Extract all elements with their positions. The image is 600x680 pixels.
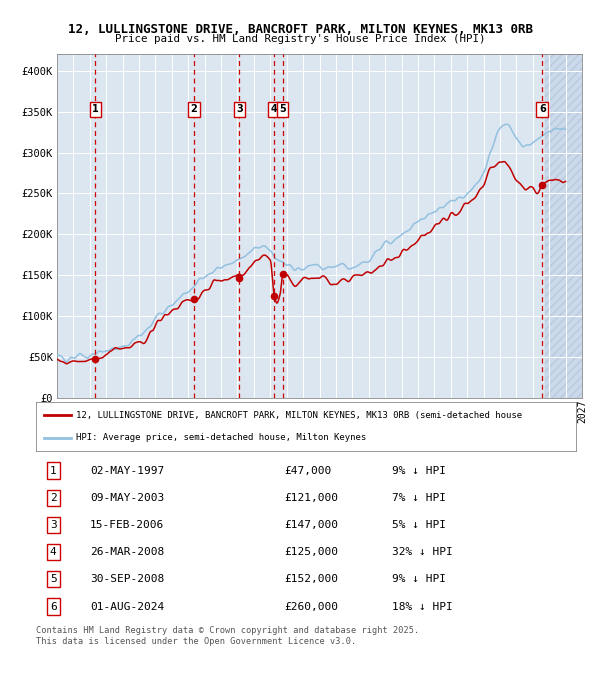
- Text: 5: 5: [50, 575, 56, 584]
- Text: 18% ↓ HPI: 18% ↓ HPI: [392, 602, 453, 611]
- Text: 01-AUG-2024: 01-AUG-2024: [90, 602, 164, 611]
- Text: £47,000: £47,000: [284, 466, 332, 475]
- Text: 09-MAY-2003: 09-MAY-2003: [90, 493, 164, 503]
- Text: Contains HM Land Registry data © Crown copyright and database right 2025.: Contains HM Land Registry data © Crown c…: [36, 626, 419, 634]
- Text: 32% ↓ HPI: 32% ↓ HPI: [392, 547, 453, 557]
- Text: 26-MAR-2008: 26-MAR-2008: [90, 547, 164, 557]
- Bar: [545, 54, 585, 398]
- Text: HPI: Average price, semi-detached house, Milton Keynes: HPI: Average price, semi-detached house,…: [77, 433, 367, 442]
- Text: 1: 1: [92, 104, 99, 114]
- Text: £260,000: £260,000: [284, 602, 338, 611]
- Text: Price paid vs. HM Land Registry's House Price Index (HPI): Price paid vs. HM Land Registry's House …: [115, 34, 485, 44]
- Text: 02-MAY-1997: 02-MAY-1997: [90, 466, 164, 475]
- Text: 6: 6: [50, 602, 56, 611]
- Text: 9% ↓ HPI: 9% ↓ HPI: [392, 466, 446, 475]
- Text: 4: 4: [271, 104, 277, 114]
- Text: 30-SEP-2008: 30-SEP-2008: [90, 575, 164, 584]
- Text: 9% ↓ HPI: 9% ↓ HPI: [392, 575, 446, 584]
- Text: 2: 2: [191, 104, 197, 114]
- Text: 6: 6: [539, 104, 545, 114]
- Text: £147,000: £147,000: [284, 520, 338, 530]
- Text: 12, LULLINGSTONE DRIVE, BANCROFT PARK, MILTON KEYNES, MK13 0RB (semi-detached ho: 12, LULLINGSTONE DRIVE, BANCROFT PARK, M…: [77, 411, 523, 420]
- Text: 5: 5: [279, 104, 286, 114]
- Text: 15-FEB-2006: 15-FEB-2006: [90, 520, 164, 530]
- Text: 12, LULLINGSTONE DRIVE, BANCROFT PARK, MILTON KEYNES, MK13 0RB: 12, LULLINGSTONE DRIVE, BANCROFT PARK, M…: [67, 23, 533, 36]
- Bar: [545, 54, 585, 398]
- Text: 2: 2: [50, 493, 56, 503]
- Text: £125,000: £125,000: [284, 547, 338, 557]
- Text: 3: 3: [236, 104, 243, 114]
- Text: 4: 4: [50, 547, 56, 557]
- Text: 5% ↓ HPI: 5% ↓ HPI: [392, 520, 446, 530]
- Text: 1: 1: [50, 466, 56, 475]
- Text: This data is licensed under the Open Government Licence v3.0.: This data is licensed under the Open Gov…: [36, 637, 356, 646]
- Text: £152,000: £152,000: [284, 575, 338, 584]
- Text: £121,000: £121,000: [284, 493, 338, 503]
- Text: 3: 3: [50, 520, 56, 530]
- Text: 7% ↓ HPI: 7% ↓ HPI: [392, 493, 446, 503]
